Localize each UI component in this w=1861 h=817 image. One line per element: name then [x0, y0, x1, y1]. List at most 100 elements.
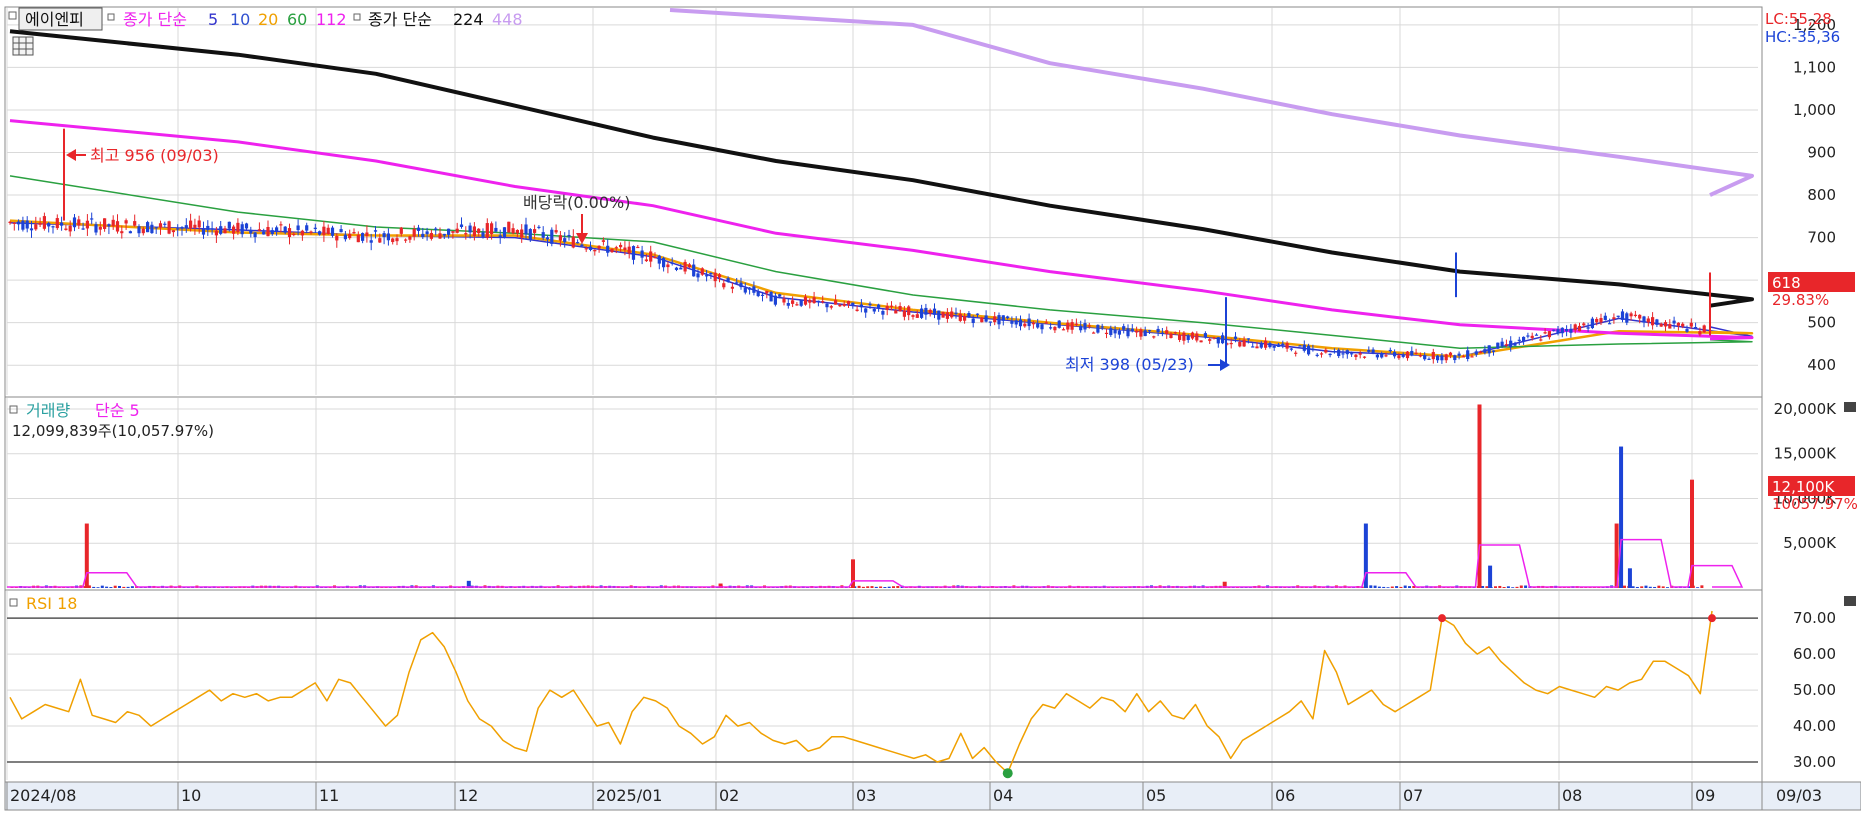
candle-body — [752, 286, 756, 293]
candle-body — [756, 291, 760, 297]
candle-body — [296, 225, 300, 231]
candle-body — [1371, 349, 1375, 353]
close-rsi-panel-button[interactable] — [1844, 596, 1856, 606]
candle-body — [184, 225, 188, 228]
rsi-layer — [7, 610, 1758, 779]
candle-body — [1302, 344, 1306, 351]
volume-bar-small — [1377, 586, 1381, 588]
candle-body — [1608, 323, 1612, 325]
candle-body — [834, 300, 838, 305]
close-volume-panel-button[interactable] — [1844, 402, 1856, 412]
volume-bar — [466, 580, 471, 588]
candle-body — [262, 231, 266, 235]
x-tick-label: 2024/08 — [10, 786, 76, 805]
candle-body — [1238, 341, 1242, 347]
candle-body — [171, 230, 175, 233]
volume-bar-small — [1511, 587, 1515, 588]
candle-body — [980, 317, 984, 323]
volume-title: 거래량 — [26, 401, 70, 420]
ma-long-legend-label[interactable]: 종가 단순 — [368, 10, 432, 29]
candle-body — [1074, 323, 1078, 325]
candle-body — [124, 220, 128, 224]
candle-body — [803, 296, 808, 305]
candle-body — [816, 300, 820, 302]
volume-bar-small — [1399, 586, 1403, 588]
candle-body — [963, 315, 967, 321]
candle-body — [1018, 319, 1023, 327]
ma5-legend[interactable]: 5 — [208, 10, 218, 29]
stock-name-label[interactable]: 에이엔피 — [25, 10, 84, 29]
volume-bar-small — [1657, 585, 1661, 588]
candle-body — [1044, 322, 1048, 324]
candle-body — [782, 298, 786, 303]
volume-bar-small — [92, 586, 96, 588]
candle-body — [1083, 323, 1087, 330]
volume-bar — [84, 523, 89, 588]
candle-body — [1178, 334, 1182, 340]
candle-body — [1010, 321, 1014, 324]
ma60-legend[interactable]: 60 — [287, 10, 307, 29]
candle-body — [825, 303, 829, 308]
ma112-legend[interactable]: 112 — [316, 10, 347, 29]
ma448-legend[interactable]: 448 — [492, 10, 523, 29]
candle-body — [1208, 339, 1212, 341]
candle-body — [395, 238, 399, 242]
candle-body — [266, 226, 270, 237]
volume-bar-small — [896, 585, 900, 588]
candle-body — [223, 228, 227, 234]
candle-body — [623, 247, 627, 251]
candle-body — [167, 221, 171, 234]
ma10-legend[interactable]: 10 — [230, 10, 250, 29]
candle-body — [1633, 314, 1637, 316]
ma20-legend[interactable]: 20 — [258, 10, 278, 29]
candle-body — [1556, 329, 1560, 334]
candle-body — [610, 248, 614, 253]
candle-body — [1586, 327, 1590, 329]
candle-body — [631, 246, 636, 260]
y-tick-label: 5,000K — [1783, 534, 1837, 552]
candle-body — [735, 282, 739, 284]
candle-body — [1190, 332, 1195, 339]
ma-legend-label[interactable]: 종가 단순 — [123, 10, 187, 29]
candle-body — [580, 244, 584, 247]
candle-body — [404, 239, 408, 241]
rsi-line — [9, 610, 1713, 774]
candle-body — [765, 290, 769, 294]
volume-bar-small — [1403, 585, 1407, 588]
candle-body — [227, 221, 231, 229]
candle-body — [941, 312, 945, 318]
candle-body — [1358, 353, 1362, 355]
candle-body — [1517, 339, 1521, 341]
candle-body — [21, 220, 25, 230]
candle-body — [120, 231, 124, 234]
y-tick-label: 60.00 — [1793, 645, 1836, 663]
ma224-legend[interactable]: 224 — [453, 10, 484, 29]
candle-body — [309, 231, 313, 233]
candle-body — [773, 295, 777, 305]
candle-body — [550, 229, 554, 244]
volume-bar-small — [1631, 586, 1635, 588]
candle-body — [829, 306, 833, 308]
candle-body — [1479, 351, 1483, 354]
table-icon[interactable] — [12, 36, 34, 56]
candle-body — [1186, 335, 1190, 340]
candle-body — [1216, 337, 1220, 344]
candle-body — [283, 226, 287, 233]
candle-body — [1341, 353, 1345, 355]
candle-body — [133, 221, 137, 226]
dividend-label: 배당락(0.00%) — [523, 193, 630, 212]
candle-body — [567, 234, 571, 237]
candle-body — [1135, 330, 1139, 333]
candle-body — [1552, 329, 1556, 331]
candle-body — [894, 310, 898, 314]
stock-name-button[interactable] — [18, 7, 103, 31]
candle-body — [812, 297, 816, 304]
candle-body — [739, 282, 743, 288]
candle-body — [1530, 335, 1534, 339]
candle-body — [1702, 325, 1706, 333]
volume-bar-small — [1661, 586, 1665, 588]
candle-body — [1195, 333, 1199, 341]
candle-body — [1289, 348, 1293, 350]
candle-body — [1573, 324, 1577, 331]
